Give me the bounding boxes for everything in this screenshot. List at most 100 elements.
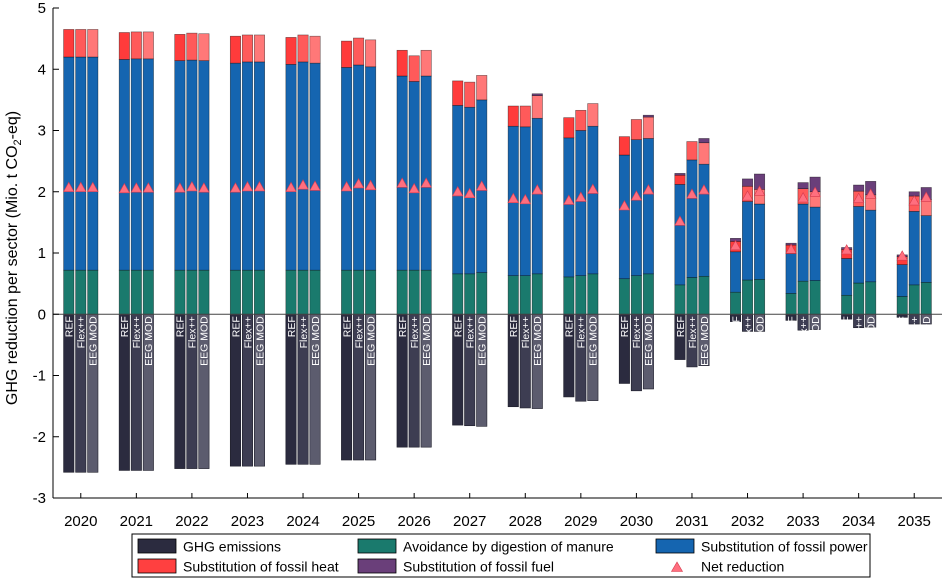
bar-heat [75, 29, 87, 58]
net-reduction-marker [118, 182, 131, 194]
bar-power [63, 56, 75, 271]
bar-power [809, 206, 821, 281]
scenario-label: REF [397, 316, 409, 337]
scenario-label: Flex++ [298, 316, 310, 348]
legend-entry-heat: Substitution of fossil heat [137, 558, 339, 575]
bar-heat [698, 142, 710, 165]
scenario-label: Flex++ [409, 316, 421, 348]
net-reduction-marker [642, 184, 655, 195]
bar-manure [452, 273, 464, 315]
bar-manure [464, 273, 476, 315]
bar-power [353, 64, 365, 271]
scenario-label: REF [230, 316, 242, 337]
legend-label: Substitution of fossil heat [183, 559, 339, 575]
bar-power [253, 61, 265, 271]
bar-manure [587, 273, 599, 315]
scenario-label: EEG MOD [477, 316, 489, 366]
bar-heat [618, 136, 630, 156]
net-reduction-marker [396, 177, 408, 188]
x-tick-label: 2026 [397, 513, 430, 530]
scenario-label: Flex++ [353, 316, 365, 348]
bar-heat [186, 32, 198, 61]
bar-power [797, 203, 809, 282]
bar-power [531, 117, 543, 275]
y-tick-label: 2 [38, 184, 46, 201]
net-reduction-marker [408, 182, 420, 194]
scenario-label: EEG MOD [643, 316, 655, 366]
bar-manure [563, 276, 575, 315]
bar-heat [476, 75, 488, 101]
bar-heat [253, 34, 265, 63]
bar-heat [142, 31, 154, 60]
bar-power [285, 64, 297, 271]
bar-manure [865, 281, 877, 315]
bar-heat [241, 34, 253, 63]
bar-heat [229, 35, 241, 64]
y-tick-label: 3 [38, 123, 46, 140]
net-reduction-marker [797, 192, 809, 203]
bar-manure [186, 269, 198, 315]
bar-manure [519, 275, 531, 315]
bar-heat [575, 109, 587, 131]
scenario-label: Flex++ [798, 316, 810, 348]
scenario-label: EEG MOD [365, 316, 377, 366]
scenario-label: Flex++ [187, 316, 199, 348]
bar-heat [285, 37, 297, 65]
scenario-label: EEG MOD [143, 316, 155, 366]
bar-power [408, 81, 420, 271]
scenario-label: EEG MOD [532, 316, 544, 366]
bar-fuel [698, 138, 710, 144]
scenario-label: EEG MOD [88, 316, 100, 366]
bar-fuel [853, 184, 865, 192]
bar-power [618, 154, 630, 280]
bar-heat [408, 55, 420, 82]
bar-fuel [674, 173, 686, 176]
net-reduction-marker [452, 185, 464, 197]
bar-heat [198, 33, 210, 61]
axes-layer: 2020 2021 2022 2023 2024 2025 2026 2027 2028 2029… [4, 0, 942, 530]
x-tick-label: 2035 [898, 513, 931, 530]
bar-manure [642, 273, 654, 315]
scenario-label: REF [730, 316, 742, 337]
legend-label: Net reduction [701, 559, 784, 575]
legend-label: Substitution of fossil fuel [403, 559, 554, 575]
bar-manure [853, 282, 865, 315]
x-tick-label: 2027 [453, 513, 486, 530]
bar-heat [297, 34, 309, 63]
net-reduction-marker [920, 191, 932, 202]
bar-manure [896, 296, 908, 315]
bar-manure [285, 269, 297, 315]
net-reduction-marker [142, 182, 155, 193]
legend-swatch-heat [137, 558, 177, 574]
net-reduction-marker [785, 243, 797, 254]
bar-manure [63, 269, 75, 315]
bar-manure [754, 279, 766, 315]
bar-manure [118, 269, 130, 315]
bar-manure [130, 269, 142, 315]
net-reduction-marker [686, 188, 698, 199]
bar-power [142, 58, 154, 271]
bar-manure [630, 275, 642, 315]
x-tick-label: 2024 [286, 513, 319, 530]
scenario-labels: REF Flex++ EEG MOD REF Flex++ EEG MOD REF Flex+… [64, 316, 933, 366]
net-reduction-markers [63, 177, 932, 261]
bar-heat [642, 116, 654, 139]
scenario-label: REF [675, 316, 687, 337]
bar-power [420, 75, 432, 271]
scenario-label: EEG MOD [310, 316, 322, 366]
scenario-label: EEG MOD [921, 316, 933, 366]
scenario-label: REF [64, 316, 76, 337]
scenario-label: Flex++ [576, 316, 588, 348]
bar-heat [531, 95, 543, 119]
net-reduction-marker [618, 200, 631, 211]
bar-heat [309, 35, 321, 64]
scenario-label: REF [453, 316, 465, 337]
legend-swatch-ghg [137, 538, 177, 554]
net-reduction-marker [896, 250, 908, 261]
bar-fuel [642, 114, 654, 118]
bar-heat [464, 81, 476, 108]
bar-heat [63, 29, 75, 58]
bar-manure [353, 269, 365, 315]
bar-manure [174, 269, 186, 315]
scenario-label: REF [286, 316, 298, 337]
